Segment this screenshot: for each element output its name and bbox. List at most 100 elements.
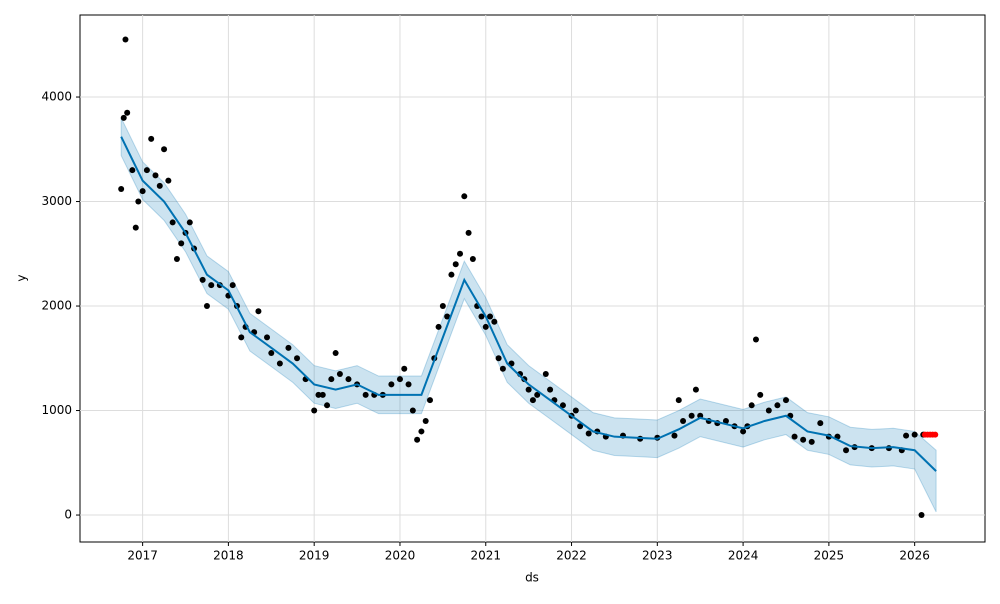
data-point xyxy=(499,365,506,372)
data-point xyxy=(487,313,494,320)
data-point xyxy=(791,433,798,440)
x-tick-label: 2019 xyxy=(299,549,330,563)
data-point xyxy=(178,240,185,247)
data-point xyxy=(276,360,283,367)
x-tick-label: 2026 xyxy=(899,549,930,563)
y-tick-label: 3000 xyxy=(41,194,72,208)
data-point xyxy=(465,229,472,236)
data-point xyxy=(264,334,271,341)
data-point xyxy=(135,198,142,205)
data-point xyxy=(680,417,687,424)
data-point xyxy=(152,172,159,179)
plot-frame xyxy=(79,14,986,543)
data-point xyxy=(491,318,498,325)
data-point xyxy=(186,219,193,226)
data-point xyxy=(808,438,815,445)
data-point xyxy=(903,432,910,439)
data-point xyxy=(577,423,584,430)
data-point xyxy=(817,420,824,427)
data-point xyxy=(124,109,131,116)
data-point xyxy=(208,282,215,289)
data-point xyxy=(757,391,764,398)
data-point xyxy=(932,431,939,438)
data-point xyxy=(572,407,579,414)
data-point xyxy=(918,512,925,519)
data-point xyxy=(782,397,789,404)
data-point xyxy=(315,391,322,398)
data-point xyxy=(478,313,485,320)
data-point xyxy=(229,282,236,289)
x-tick-label: 2025 xyxy=(814,549,845,563)
data-point xyxy=(285,344,292,351)
data-point xyxy=(238,334,245,341)
data-point xyxy=(559,402,566,409)
data-point xyxy=(495,355,502,362)
data-point xyxy=(161,146,168,153)
data-point xyxy=(529,397,536,404)
data-point xyxy=(255,308,262,315)
data-point xyxy=(444,313,451,320)
data-point xyxy=(120,114,127,121)
data-point xyxy=(843,447,850,454)
data-point xyxy=(435,323,442,330)
y-tick-label: 4000 xyxy=(41,90,72,104)
data-point xyxy=(740,428,747,435)
x-tick-label: 2018 xyxy=(213,549,244,563)
y-axis-label: y xyxy=(15,274,29,281)
data-point xyxy=(129,167,136,174)
data-point xyxy=(671,432,678,439)
data-point xyxy=(675,397,682,404)
data-point xyxy=(122,36,129,43)
data-point xyxy=(396,376,403,383)
y-tick-label: 2000 xyxy=(41,299,72,313)
data-point xyxy=(345,376,352,383)
data-point xyxy=(457,250,464,257)
data-point xyxy=(139,188,146,195)
x-axis-label: ds xyxy=(525,571,539,585)
data-point xyxy=(469,256,476,263)
uncertainty-band xyxy=(120,117,937,513)
data-point xyxy=(692,386,699,393)
data-point xyxy=(165,177,172,184)
data-point xyxy=(911,431,918,438)
data-point xyxy=(388,381,395,388)
x-tick-label: 2020 xyxy=(385,549,416,563)
data-point xyxy=(688,412,695,419)
data-point xyxy=(422,417,429,424)
data-point xyxy=(418,428,425,435)
data-point xyxy=(585,430,592,437)
data-point xyxy=(752,336,759,343)
data-point xyxy=(547,386,554,393)
forecast-line xyxy=(120,136,937,472)
data-point xyxy=(203,303,210,310)
data-point xyxy=(409,407,416,414)
y-tick-label: 0 xyxy=(64,508,72,522)
y-tick-label: 1000 xyxy=(41,403,72,417)
data-point xyxy=(199,276,206,283)
x-tick-label: 2024 xyxy=(728,549,759,563)
data-point xyxy=(169,219,176,226)
data-point xyxy=(319,391,326,398)
x-tick-label: 2021 xyxy=(470,549,501,563)
data-point xyxy=(439,303,446,310)
data-point xyxy=(148,135,155,142)
data-point xyxy=(401,365,408,372)
data-point xyxy=(748,402,755,409)
data-point xyxy=(336,370,343,377)
data-point xyxy=(452,261,459,268)
data-point xyxy=(426,397,433,404)
data-point xyxy=(448,271,455,278)
data-point xyxy=(405,381,412,388)
data-point xyxy=(324,402,331,409)
x-tick-label: 2022 xyxy=(556,549,587,563)
data-point xyxy=(294,355,301,362)
x-tick-label: 2017 xyxy=(127,549,158,563)
data-point xyxy=(765,407,772,414)
data-point xyxy=(482,323,489,330)
data-point xyxy=(268,350,275,357)
data-point xyxy=(525,386,532,393)
data-point xyxy=(173,256,180,263)
data-point xyxy=(461,193,468,200)
data-point xyxy=(414,436,421,443)
